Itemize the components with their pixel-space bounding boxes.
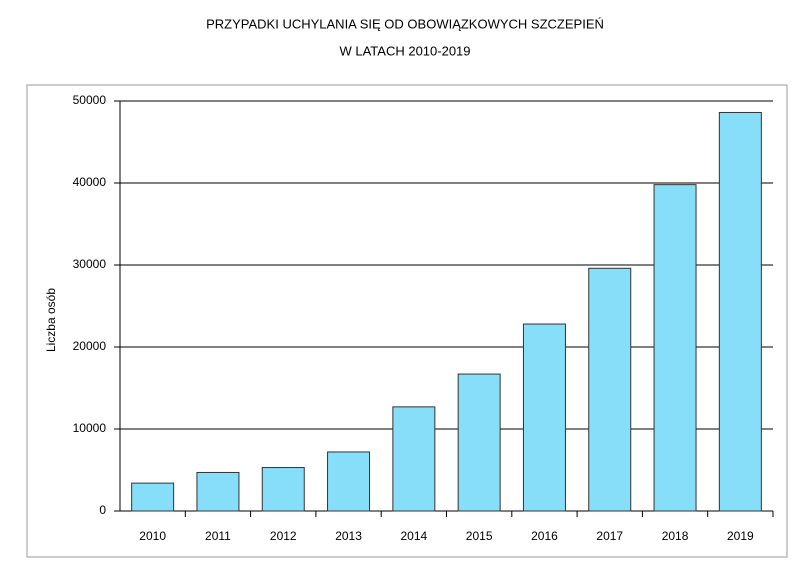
bar: [718, 111, 762, 512]
y-tick-label: 20000: [73, 339, 107, 353]
bar: [196, 471, 240, 512]
bar: [653, 184, 697, 512]
bar: [327, 451, 371, 512]
bar: [392, 406, 436, 512]
chart-subtitle: W LATACH 2010-2019: [339, 43, 470, 58]
x-tick-label: 2019: [727, 529, 754, 543]
chart-frame: [26, 84, 788, 558]
x-tick-label: 2010: [139, 529, 166, 543]
bar: [131, 482, 175, 512]
bar: [261, 467, 305, 512]
x-tick-label: 2017: [596, 529, 623, 543]
y-tick-label: 0: [99, 503, 106, 517]
x-tick-label: 2018: [662, 529, 689, 543]
y-tick-label: 30000: [73, 257, 107, 271]
x-tick-label: 2016: [531, 529, 558, 543]
bar: [457, 373, 501, 512]
x-tick-label: 2015: [466, 529, 493, 543]
x-tick-label: 2012: [270, 529, 297, 543]
y-tick-label: 50000: [73, 93, 107, 107]
y-tick-label: 10000: [73, 421, 107, 435]
x-tick-label: 2011: [205, 529, 231, 543]
x-tick-label: 2013: [335, 529, 362, 543]
x-tick-label: 2014: [400, 529, 427, 543]
bar: [522, 323, 566, 512]
bar: [588, 267, 632, 512]
y-axis-label: Liczba osób: [44, 288, 58, 352]
y-tick-label: 40000: [73, 175, 107, 189]
chart-title: PRZYPADKI UCHYLANIA SIĘ OD OBOWIĄZKOWYCH…: [206, 16, 604, 31]
